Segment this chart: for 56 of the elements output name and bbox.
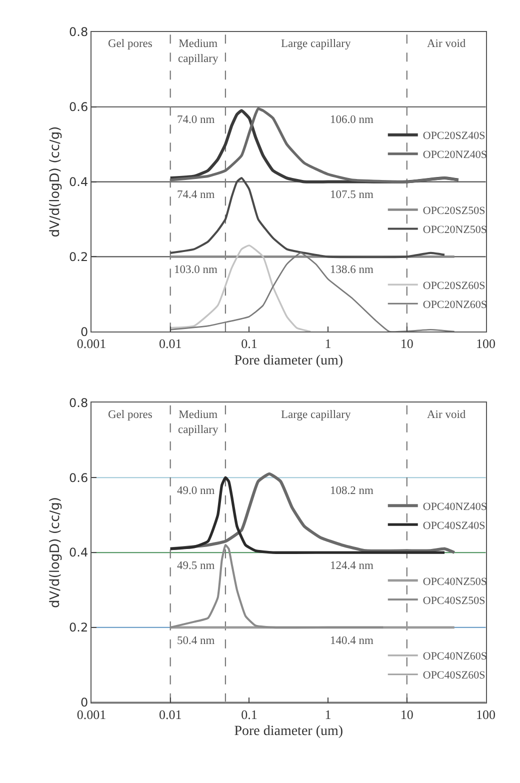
y-tick-label: 0.8 xyxy=(69,25,88,40)
x-tick-label: 0.1 xyxy=(241,336,258,352)
annotation: 50.4 nm xyxy=(177,635,215,647)
annotation: 124.4 nm xyxy=(330,560,374,572)
y-tick-label: 0.4 xyxy=(69,546,88,560)
annotation: 103.0 nm xyxy=(174,264,218,276)
annotation: 74.0 nm xyxy=(177,114,215,126)
annotation: Air void xyxy=(427,409,466,421)
x-tick-label: 0.01 xyxy=(158,706,182,722)
x-tick-label: 10 xyxy=(400,706,414,722)
legend-label: OPC40SZ40S xyxy=(422,520,486,532)
annotation: Large capillary xyxy=(281,409,351,421)
annotation: 106.0 nm xyxy=(330,114,374,126)
legend-label: OPC40SZ60S xyxy=(422,670,486,682)
legend-label: OPC40SZ50S xyxy=(422,594,486,607)
x-tick-label: 1 xyxy=(324,336,332,352)
legend-label: OPC20SZ40S xyxy=(422,130,486,142)
y-tick-label: 0.2 xyxy=(69,620,88,635)
x-tick-label: 0.1 xyxy=(241,706,258,722)
x-tick-label: 100 xyxy=(476,336,496,352)
annotation: 49.0 nm xyxy=(177,485,215,497)
x-tick-label: 10 xyxy=(400,336,414,352)
y-axis-title: dV/d(logD) (cc/g) xyxy=(48,126,63,238)
x-tick-label: 100 xyxy=(476,706,496,722)
y-axis-title: dV/d(logD) (cc/g) xyxy=(48,497,63,608)
legend-label: OPC20NZ60S xyxy=(422,298,488,311)
y-tick-label: 0.4 xyxy=(69,174,88,189)
legend-label: OPC20NZ50S xyxy=(422,224,488,236)
legend-label: OPC20SZ50S xyxy=(422,205,486,218)
x-tick-label: 1 xyxy=(324,706,332,722)
annotation: 138.6 nm xyxy=(330,264,374,276)
annotation: Large capillary xyxy=(281,38,351,50)
annotation: Air void xyxy=(427,38,466,50)
y-tick-label: 0 xyxy=(80,324,88,339)
legend-label: OPC20NZ40S xyxy=(422,149,488,162)
x-tick-label: 0.001 xyxy=(76,336,106,352)
x-axis-title: Pore diameter (um) xyxy=(234,724,344,740)
annotation: 49.5 nm xyxy=(177,560,215,572)
x-axis-title: Pore diameter (um) xyxy=(234,353,344,368)
legend-label: OPC40NZ50S xyxy=(422,576,488,588)
y-tick-label: 0.6 xyxy=(69,100,88,114)
annotation: 74.4 nm xyxy=(177,189,215,201)
annotation: Gel pores xyxy=(108,409,153,421)
annotation: Medium capillary xyxy=(178,38,218,65)
annotation: Gel pores xyxy=(108,38,153,50)
y-tick-label: 0.6 xyxy=(69,470,88,485)
y-tick-label: 0.2 xyxy=(69,250,88,264)
annotation: 140.4 nm xyxy=(330,635,374,647)
legend-label: OPC40NZ40S xyxy=(422,500,488,513)
y-tick-label: 0.8 xyxy=(69,396,88,410)
annotation: Medium capillary xyxy=(178,409,218,436)
x-tick-label: 0.01 xyxy=(158,336,182,352)
legend-label: OPC40NZ60S xyxy=(422,650,488,663)
annotation: 108.2 nm xyxy=(330,485,374,497)
annotation: 107.5 nm xyxy=(330,189,374,201)
legend-label: OPC20SZ60S xyxy=(422,280,486,292)
